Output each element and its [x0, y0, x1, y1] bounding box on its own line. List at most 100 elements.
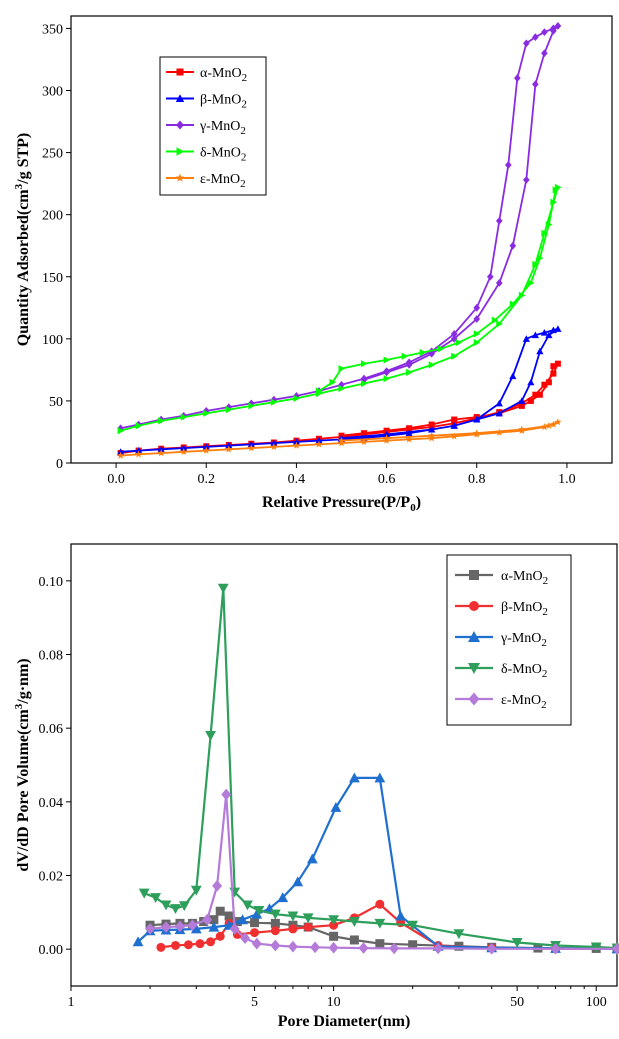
data-point: [536, 391, 543, 398]
data-point: [215, 906, 225, 916]
data-point: [348, 917, 360, 927]
data-point: [541, 49, 548, 58]
series-3: [117, 183, 562, 435]
data-point: [552, 186, 560, 194]
data-point: [292, 438, 301, 445]
data-point: [405, 429, 413, 437]
legend-label: δ-MnO2: [200, 146, 246, 164]
x-tick-label: 0.4: [288, 472, 306, 487]
data-point: [117, 424, 124, 433]
data-point: [338, 365, 346, 373]
data-point: [180, 413, 188, 421]
data-point: [315, 440, 323, 448]
x-tick-label: 100: [586, 995, 607, 1010]
legend-marker: [468, 663, 480, 674]
data-point: [360, 437, 368, 446]
data-point: [453, 929, 465, 940]
data-point: [550, 363, 557, 370]
legend-marker: [176, 68, 184, 76]
data-point: [293, 394, 301, 403]
data-point: [116, 448, 125, 455]
data-point: [523, 39, 530, 48]
data-point: [540, 423, 549, 431]
data-point: [248, 402, 255, 410]
data-point: [180, 447, 188, 455]
y-tick-label: 0.02: [39, 870, 64, 885]
legend-marker: [469, 570, 479, 580]
data-point: [450, 329, 458, 338]
data-point: [395, 910, 407, 921]
data-point: [225, 442, 233, 449]
data-point: [518, 291, 526, 299]
data-point: [450, 422, 458, 429]
data-point: [540, 329, 548, 336]
data-point: [180, 444, 188, 452]
legend-label: α-MnO2: [501, 569, 548, 587]
data-point: [382, 434, 391, 442]
data-point: [132, 936, 144, 947]
legend-box: [446, 554, 572, 726]
data-point: [550, 198, 557, 206]
legend-marker: [468, 631, 480, 642]
data-point: [509, 300, 517, 308]
data-point: [217, 583, 229, 594]
data-point: [337, 439, 346, 447]
y-tick-label: 0.08: [39, 649, 64, 664]
data-point: [240, 932, 250, 944]
data-point: [330, 801, 342, 812]
data-point: [523, 176, 530, 184]
data-point: [270, 439, 278, 447]
data-point: [612, 942, 619, 955]
data-point: [205, 731, 216, 741]
data-point: [527, 279, 535, 287]
data-point: [473, 303, 481, 312]
data-point: [183, 940, 193, 950]
data-point: [203, 409, 210, 417]
data-point: [554, 325, 562, 332]
data-point: [451, 352, 458, 360]
data-point: [536, 254, 544, 262]
legend-label: ε-MnO2: [200, 172, 246, 190]
data-point: [229, 923, 240, 935]
data-point: [302, 913, 314, 924]
data-point: [590, 942, 602, 953]
data-point: [253, 905, 265, 916]
data-point: [348, 772, 360, 783]
data-point: [250, 918, 260, 928]
x-tick-label: 1.0: [558, 472, 576, 487]
data-point: [292, 876, 304, 887]
data-point: [329, 920, 339, 930]
data-point: [251, 937, 262, 950]
data-point: [532, 260, 539, 268]
x-tick-label: 10: [327, 995, 341, 1010]
legend-label: δ-MnO2: [501, 662, 547, 680]
data-point: [269, 909, 281, 920]
data-point: [215, 931, 225, 941]
data-point: [206, 937, 216, 947]
data-point: [117, 427, 125, 435]
data-point: [473, 415, 481, 423]
data-point: [511, 938, 523, 948]
y-axis-label: dV/dD Pore Volume(cm3/g·nm): [13, 658, 32, 871]
data-point: [134, 450, 143, 458]
data-point: [375, 939, 385, 949]
data-point: [161, 921, 171, 933]
data-point: [531, 331, 539, 339]
legend-label: γ-MnO2: [199, 119, 246, 137]
data-point: [495, 428, 503, 436]
legend-label: α-MnO2: [200, 66, 247, 84]
data-point: [251, 908, 263, 919]
data-point: [329, 378, 337, 386]
legend-label: γ-MnO2: [500, 631, 547, 649]
data-point: [374, 918, 386, 929]
y-tick-label: 300: [42, 85, 63, 100]
data-point: [212, 879, 223, 892]
data-point: [190, 923, 202, 934]
y-tick-label: 0.10: [39, 575, 64, 590]
data-point: [225, 403, 233, 412]
data-point: [554, 360, 561, 367]
data-point: [382, 430, 391, 438]
data-point: [428, 421, 435, 428]
data-point: [407, 920, 419, 931]
data-point: [187, 919, 198, 932]
